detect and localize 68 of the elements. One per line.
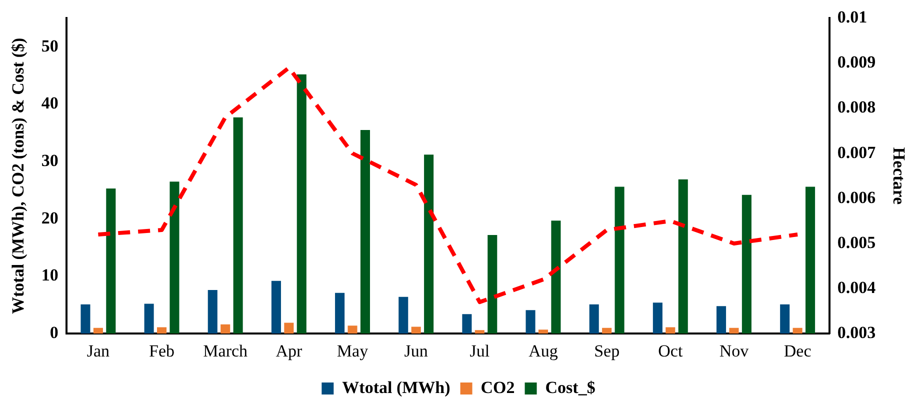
bar (526, 310, 536, 334)
bar (780, 304, 790, 334)
x-tick-label: Apr (276, 341, 302, 360)
bar (284, 322, 294, 334)
x-tick-label: Dec (784, 341, 812, 360)
bar (488, 234, 498, 334)
bar (678, 179, 688, 334)
bar (220, 324, 230, 334)
legend-label: Cost_$ (545, 378, 596, 397)
bar (335, 292, 345, 334)
y2-tick-label: 0.005 (837, 232, 876, 252)
legend-label: Wtotal (MWh) (342, 378, 450, 397)
x-tick-label: Feb (149, 341, 175, 360)
y2-tick-label: 0.003 (837, 322, 876, 342)
bar (666, 327, 676, 334)
y2-tick-label: 0.007 (837, 142, 876, 162)
bar (462, 314, 472, 334)
x-tick-label: Aug (528, 341, 558, 360)
y2-tick-label: 0.008 (837, 98, 876, 117)
y-tick-label: 40 (41, 94, 58, 113)
legend-label: CO2 (480, 378, 515, 397)
bar (424, 154, 434, 334)
bar (296, 74, 306, 334)
y-tick-label: 50 (41, 36, 58, 56)
bar (551, 220, 561, 334)
bar (589, 304, 599, 334)
x-tick-label: Jul (470, 341, 490, 360)
bar (360, 130, 370, 334)
y2-tick-label: 0.006 (837, 188, 876, 207)
bar (602, 328, 612, 334)
x-tick-label: Jun (404, 341, 428, 360)
x-tick-label: Sep (594, 341, 620, 360)
bar (233, 117, 243, 334)
bar (652, 302, 662, 334)
bar (271, 280, 281, 334)
bar (614, 186, 624, 334)
bar (716, 306, 726, 334)
x-tick-label: March (203, 341, 248, 360)
line-series (96, 66, 800, 304)
y2-tick-label: 0.004 (837, 278, 876, 297)
bar (398, 296, 408, 334)
x-tick-label: Jan (86, 341, 110, 360)
bar (157, 327, 167, 334)
bar (742, 194, 752, 334)
bar (806, 186, 816, 334)
bar (348, 326, 358, 334)
bar (93, 328, 103, 334)
y2-axis-title: Hectare (889, 147, 908, 205)
x-tick-label: Oct (658, 341, 683, 360)
bar (411, 326, 421, 334)
bar (538, 330, 548, 334)
bar (792, 328, 802, 334)
y-tick-label: 10 (41, 266, 58, 285)
bar (170, 182, 180, 334)
bar (106, 188, 116, 334)
bar (144, 304, 154, 334)
x-tick-label: Nov (719, 341, 750, 360)
y2-tick-label: 0.01 (837, 8, 868, 27)
bar (474, 330, 484, 334)
bar (208, 290, 218, 334)
y-tick-label: 30 (41, 150, 58, 170)
bar (729, 328, 739, 334)
y2-tick-label: 0.009 (837, 52, 876, 72)
y-tick-label: 0 (50, 322, 58, 342)
bar (80, 304, 90, 334)
y-tick-label: 20 (41, 208, 58, 228)
x-tick-label: May (336, 341, 369, 360)
y-axis-title: Wtotal (MWh), CO2 (tons) & Cost ($) (8, 38, 28, 314)
